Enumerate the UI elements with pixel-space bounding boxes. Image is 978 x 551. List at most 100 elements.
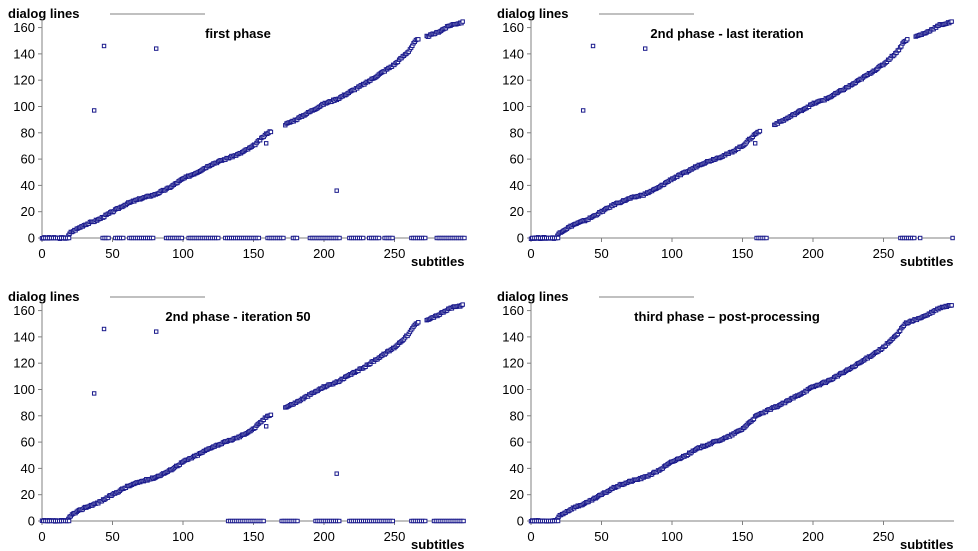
data-point (580, 108, 586, 113)
x-tick-label: 0 (38, 529, 45, 544)
y-tick-label: 140 (13, 329, 35, 344)
data-point (256, 235, 262, 241)
x-tick-label: 200 (802, 529, 824, 544)
x-tick-label: 200 (802, 246, 824, 261)
data-point (66, 518, 72, 524)
data-point (91, 391, 97, 396)
y-tick-label: 0 (517, 514, 524, 529)
x-tick-label: 100 (661, 246, 683, 261)
y-tick-label: 40 (510, 461, 524, 476)
data-point (416, 37, 421, 42)
data-point (268, 412, 274, 418)
x-tick-label: 250 (384, 529, 406, 544)
x-tick-label: 100 (172, 246, 194, 261)
data-point (390, 518, 396, 524)
points-group (39, 19, 467, 241)
y-axis-label: dialog lines (8, 6, 80, 21)
chart-first-phase: 0 20 40 60 80 100 120 140 160 0 50 100 150 200 250 dial… (0, 0, 489, 269)
y-tick-label: 100 (502, 99, 524, 114)
y-tick-label: 100 (13, 99, 35, 114)
data-point (764, 235, 769, 241)
y-tick-label: 20 (21, 487, 35, 502)
y-tick-label: 60 (510, 435, 524, 450)
x-tick-label: 200 (313, 246, 335, 261)
data-point (281, 235, 286, 241)
x-tick-label: 150 (243, 246, 265, 261)
y-tick-label: 120 (502, 356, 524, 371)
y-tick-label: 100 (13, 382, 35, 397)
y-axis-label: dialog lines (497, 6, 569, 21)
data-point (423, 235, 428, 241)
y-tick-label: 80 (510, 408, 524, 423)
y-tick-label: 0 (28, 231, 35, 246)
points-group (528, 303, 954, 524)
x-tick-label: 150 (243, 529, 265, 544)
x-axis-label: subtitles (411, 254, 464, 269)
data-point (121, 235, 126, 241)
scatter-svg: 0 20 40 60 80 100 120 140 160 0 50 100 150 200 250 dial… (8, 6, 467, 269)
data-point (295, 518, 300, 524)
data-point (376, 235, 382, 241)
data-point (461, 518, 466, 524)
data-point (555, 235, 561, 241)
y-tick-label: 160 (13, 303, 35, 318)
y-tick-label: 80 (21, 125, 35, 140)
data-point (590, 43, 596, 49)
y-tick-label: 100 (502, 382, 524, 397)
chart-third-phase-post-processing: 0 20 40 60 80 100 120 140 160 0 50 100 150 200 250 dial… (489, 283, 978, 551)
x-tick-label: 0 (38, 246, 45, 261)
data-point (360, 235, 366, 241)
x-tick-label: 250 (384, 246, 406, 261)
x-axis-label: subtitles (900, 537, 953, 551)
data-point (416, 320, 421, 325)
data-point (294, 235, 300, 241)
y-tick-label: 120 (13, 73, 35, 88)
x-axis-label: subtitles (900, 254, 953, 269)
y-tick-label: 0 (28, 514, 35, 529)
x-tick-label: 100 (661, 529, 683, 544)
chart-title: 2nd phase - iteration 50 (165, 309, 310, 324)
y-tick-label: 20 (510, 204, 524, 219)
data-point (261, 518, 266, 524)
data-point (179, 235, 185, 241)
chart-title: first phase (205, 26, 271, 41)
x-tick-label: 250 (873, 529, 895, 544)
y-tick-label: 160 (502, 303, 524, 318)
data-point (101, 43, 107, 49)
data-point (334, 471, 339, 476)
x-tick-label: 200 (313, 529, 335, 544)
x-tick-label: 50 (594, 246, 608, 261)
y-tick-label: 80 (21, 408, 35, 423)
y-tick-label: 140 (502, 329, 524, 344)
y-tick-label: 20 (510, 487, 524, 502)
data-point (337, 235, 342, 241)
data-point (334, 188, 339, 193)
data-point (390, 235, 395, 241)
data-point (555, 518, 561, 524)
points-group (39, 302, 466, 524)
data-point (423, 518, 428, 524)
data-point (91, 108, 97, 113)
y-tick-label: 160 (13, 20, 35, 35)
data-point (154, 329, 159, 334)
data-point (263, 424, 269, 429)
y-tick-label: 40 (21, 461, 35, 476)
y-tick-label: 40 (21, 178, 35, 193)
data-point (460, 302, 465, 307)
data-point (757, 128, 763, 134)
x-tick-label: 0 (527, 529, 534, 544)
data-point (154, 46, 159, 51)
data-point (150, 235, 156, 241)
chart-title: 2nd phase - last iteration (650, 26, 803, 41)
x-tick-label: 150 (732, 246, 754, 261)
y-tick-label: 120 (13, 356, 35, 371)
scatter-svg: 0 20 40 60 80 100 120 140 160 0 50 100 150 200 250 dial… (497, 6, 955, 269)
x-tick-label: 50 (105, 246, 119, 261)
data-point (101, 326, 107, 332)
y-tick-label: 0 (517, 231, 524, 246)
data-point (268, 129, 274, 135)
x-tick-label: 100 (172, 529, 194, 544)
data-point (106, 235, 111, 241)
scatter-svg: 0 20 40 60 80 100 120 140 160 0 50 100 150 200 250 dial… (8, 289, 466, 551)
chart-2nd-phase-last-iteration: 0 20 40 60 80 100 120 140 160 0 50 100 150 200 250 dial… (489, 0, 978, 269)
